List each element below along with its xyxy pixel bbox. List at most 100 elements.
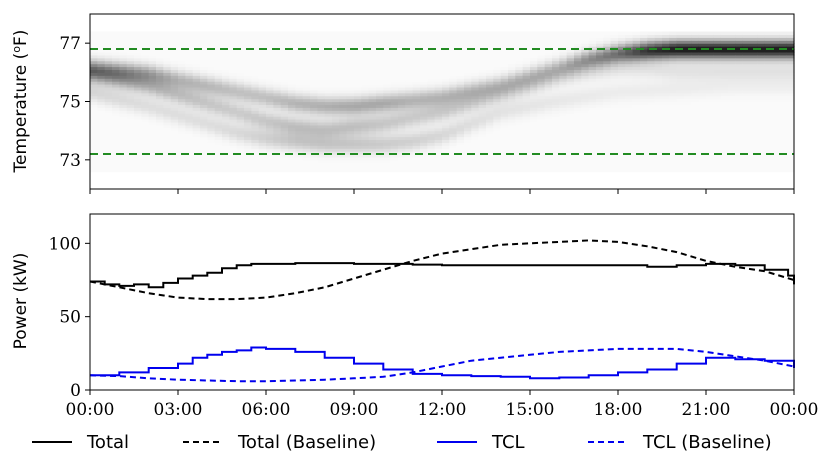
heatmap-cell	[720, 165, 729, 170]
heatmap-cell	[515, 51, 524, 56]
heatmap-cell	[200, 116, 208, 120]
heatmap-cell	[361, 113, 370, 117]
heatmap-cell	[566, 34, 575, 38]
heatmap-cell	[266, 54, 274, 59]
heatmap-cell	[229, 154, 238, 158]
heatmap-cell	[750, 86, 758, 91]
heatmap-cell	[544, 43, 553, 47]
heatmap-cell	[640, 84, 648, 88]
heatmap-cell	[442, 133, 450, 138]
heatmap-cell	[464, 165, 472, 170]
heatmap-cell	[654, 162, 663, 167]
heatmap-cell	[368, 136, 377, 141]
heatmap-cell	[456, 51, 465, 56]
heatmap-cell	[229, 34, 238, 38]
heatmap-cell	[720, 98, 729, 103]
heatmap-cell	[420, 95, 428, 100]
heatmap-cell	[398, 95, 406, 100]
heatmap-cell	[640, 116, 648, 120]
heatmap-cell	[610, 110, 619, 114]
heatmap-cell	[618, 40, 626, 44]
heatmap-cell	[310, 49, 318, 53]
heatmap-cell	[280, 136, 289, 141]
heatmap-cell	[610, 151, 619, 155]
heatmap-cell	[310, 159, 318, 164]
heatmap-cell	[346, 148, 355, 152]
heatmap-cell	[735, 130, 744, 135]
heatmap-cell	[618, 57, 626, 62]
heatmap-cell	[515, 101, 524, 106]
heatmap-cell	[412, 139, 421, 143]
heatmap-cell	[786, 104, 795, 108]
heatmap-cell	[640, 119, 648, 123]
heatmap-cell	[244, 127, 252, 132]
heatmap-cell	[97, 168, 106, 173]
heatmap-cell	[456, 145, 465, 149]
heatmap-cell	[442, 168, 450, 173]
heatmap-cell	[603, 110, 612, 114]
heatmap-cell	[515, 84, 524, 88]
heatmap-cell	[332, 139, 340, 143]
heatmap-cell	[478, 89, 487, 94]
heatmap-cell	[486, 63, 494, 68]
heatmap-cell	[178, 136, 186, 141]
heatmap-cell	[779, 156, 788, 161]
heatmap-cell	[104, 34, 113, 38]
heatmap-cell	[625, 72, 634, 76]
heatmap-cell	[207, 124, 216, 129]
heatmap-cell	[266, 130, 274, 135]
heatmap-cell	[713, 54, 722, 59]
heatmap-cell	[266, 75, 274, 79]
heatmap-cell	[442, 86, 450, 91]
heatmap-cell	[427, 98, 436, 103]
heatmap-cell	[471, 34, 480, 38]
heatmap-cell	[222, 81, 230, 85]
heatmap-cell	[464, 49, 472, 53]
heatmap-cell	[742, 156, 751, 161]
heatmap-cell	[156, 145, 164, 149]
heatmap-cell	[735, 116, 744, 120]
heatmap-cell	[390, 110, 399, 114]
y-tick-label: 50	[59, 308, 81, 328]
heatmap-cell	[493, 107, 502, 111]
heatmap-cell	[786, 31, 795, 36]
heatmap-cell	[632, 31, 641, 36]
heatmap-cell	[207, 101, 216, 106]
heatmap-cell	[134, 54, 142, 59]
heatmap-cell	[288, 34, 296, 38]
heatmap-cell	[750, 81, 758, 85]
heatmap-cell	[148, 104, 157, 108]
heatmap-cell	[493, 86, 502, 91]
heatmap-cell	[295, 57, 304, 62]
heatmap-cell	[603, 84, 612, 88]
heatmap-cell	[427, 81, 436, 85]
heatmap-cell	[508, 107, 516, 111]
heatmap-cell	[786, 168, 795, 173]
heatmap-cell	[530, 60, 538, 65]
heatmap-cell	[90, 124, 98, 129]
heatmap-cell	[625, 165, 634, 170]
heatmap-cell	[640, 72, 648, 76]
heatmap-cell	[383, 57, 392, 62]
heatmap-cell	[786, 95, 795, 100]
heatmap-cell	[493, 60, 502, 65]
heatmap-cell	[126, 75, 135, 79]
heatmap-cell	[522, 121, 531, 126]
heatmap-cell	[742, 40, 751, 44]
heatmap-cell	[207, 86, 216, 91]
heatmap-cell	[552, 95, 560, 100]
heatmap-cell	[522, 148, 531, 152]
heatmap-cell	[258, 84, 267, 88]
heatmap-cell	[486, 148, 494, 152]
heatmap-cell	[632, 104, 641, 108]
heatmap-cell	[603, 69, 612, 73]
heatmap-cell	[170, 69, 179, 73]
heatmap-cell	[412, 119, 421, 123]
heatmap-cell	[207, 168, 216, 173]
heatmap-cell	[574, 156, 582, 161]
heatmap-cell	[772, 84, 780, 88]
heatmap-cell	[258, 133, 267, 138]
heatmap-cell	[288, 104, 296, 108]
heatmap-cell	[244, 92, 252, 97]
heatmap-cell	[398, 86, 406, 91]
